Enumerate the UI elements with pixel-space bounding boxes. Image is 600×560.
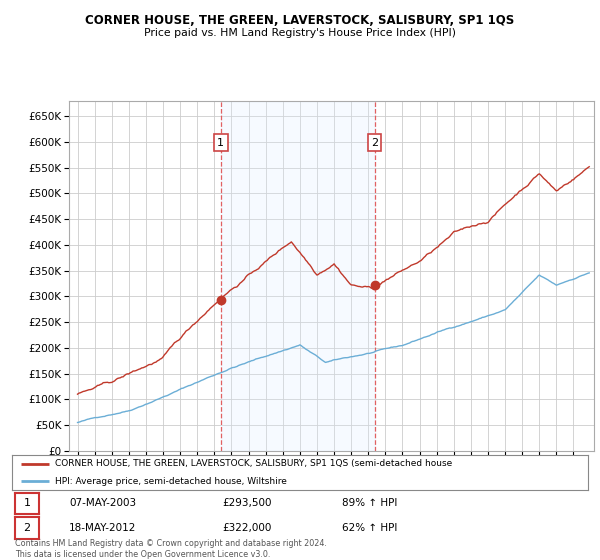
Text: HPI: Average price, semi-detached house, Wiltshire: HPI: Average price, semi-detached house,…: [55, 477, 287, 486]
Text: 2: 2: [371, 138, 378, 148]
Text: CORNER HOUSE, THE GREEN, LAVERSTOCK, SALISBURY, SP1 1QS (semi-detached house: CORNER HOUSE, THE GREEN, LAVERSTOCK, SAL…: [55, 459, 452, 469]
Text: 18-MAY-2012: 18-MAY-2012: [69, 523, 136, 533]
Text: £322,000: £322,000: [222, 523, 271, 533]
Text: 2: 2: [23, 523, 31, 533]
Text: £293,500: £293,500: [222, 498, 271, 508]
Text: 89% ↑ HPI: 89% ↑ HPI: [342, 498, 397, 508]
Text: Contains HM Land Registry data © Crown copyright and database right 2024.
This d: Contains HM Land Registry data © Crown c…: [15, 539, 327, 559]
Text: 1: 1: [217, 138, 224, 148]
Text: 62% ↑ HPI: 62% ↑ HPI: [342, 523, 397, 533]
Text: 1: 1: [23, 498, 31, 508]
Text: CORNER HOUSE, THE GREEN, LAVERSTOCK, SALISBURY, SP1 1QS: CORNER HOUSE, THE GREEN, LAVERSTOCK, SAL…: [85, 14, 515, 27]
Text: 07-MAY-2003: 07-MAY-2003: [69, 498, 136, 508]
Text: Price paid vs. HM Land Registry's House Price Index (HPI): Price paid vs. HM Land Registry's House …: [144, 28, 456, 38]
Bar: [221, 101, 374, 451]
